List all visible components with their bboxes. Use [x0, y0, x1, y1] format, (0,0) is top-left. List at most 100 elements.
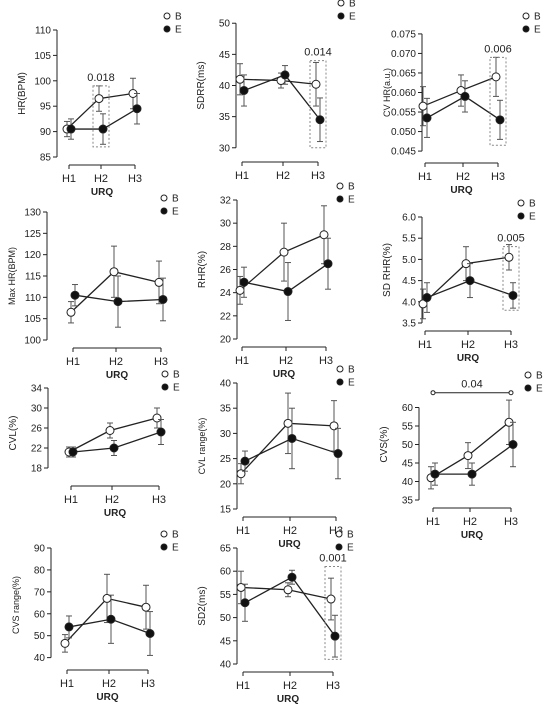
data-point-e: [315, 115, 325, 125]
y-tick-label: 130: [24, 208, 41, 219]
y-tick-label: 115: [25, 272, 41, 283]
y-tick-label: 0.050: [391, 127, 416, 138]
y-tick-label: 0.060: [391, 88, 416, 99]
y-tick-label: 26: [31, 424, 43, 435]
legend-label-b: B: [347, 530, 354, 541]
significance-box: [92, 85, 110, 148]
series-line-E: [243, 263, 329, 293]
legend-marker-filled: [160, 543, 168, 551]
chart-panel-10: 40 50 60 70 80 90 H1 H2 H3 URQ CVS range(%) BE: [11, 530, 179, 704]
legend-label-e: E: [347, 543, 354, 554]
y-tick-label: 50: [219, 19, 231, 30]
significance-box: [489, 56, 507, 146]
y-tick-label: 90: [40, 127, 52, 138]
x-tick-label: H3: [128, 173, 142, 185]
legend-label-e: E: [534, 25, 541, 36]
legend-marker-filled: [160, 207, 168, 215]
y-axis-title: SDRR(ms): [196, 61, 207, 109]
y-tick-label: 25: [220, 454, 232, 465]
y-tick-label: 105: [34, 51, 51, 62]
data-point-e: [68, 447, 78, 457]
y-tick-label: 0.070: [391, 49, 416, 60]
legend-marker-filled: [337, 12, 345, 20]
legend-label-e: E: [536, 384, 543, 395]
legend-marker-filled: [517, 212, 525, 220]
chart-panel-2: 30 35 40 45 50 H1 H2 H3 SDRR(ms) BE 0.014: [196, 0, 356, 182]
legend-marker-open: [522, 12, 530, 20]
x-tick-label: H2: [105, 494, 119, 506]
x-tick-label: H3: [504, 339, 518, 351]
y-axis-title: CVS(%): [379, 426, 390, 462]
y-tick-label: 120: [24, 250, 41, 261]
y-tick-label: 45: [402, 459, 414, 470]
legend-label-e: E: [349, 12, 356, 23]
x-tick-label: H1: [418, 171, 432, 183]
x-tick-label: H1: [418, 339, 432, 351]
legend-label-e: E: [173, 383, 180, 394]
x-tick-label: H2: [102, 678, 116, 690]
y-tick-label: 45: [220, 636, 232, 647]
x-axis-title: URQ: [461, 530, 483, 541]
y-tick-label: 35: [220, 404, 232, 415]
legend-label-b: B: [348, 182, 355, 193]
y-tick-label: 22: [31, 444, 43, 455]
y-axis-title: CVL(%): [8, 415, 19, 450]
y-tick-label: 24: [220, 288, 232, 299]
bracket-end: [508, 390, 514, 396]
y-tick-label: 100: [34, 76, 51, 87]
legend-marker-open: [524, 371, 532, 379]
data-point-b: [154, 277, 164, 287]
y-tick-label: 18: [31, 464, 43, 475]
data-point-e: [109, 443, 119, 453]
p-value-label: 0.018: [87, 72, 115, 84]
x-axis-title: URQ: [106, 370, 128, 381]
y-tick-label: 60: [34, 609, 46, 620]
legend-marker-open: [336, 365, 344, 373]
data-point-e: [280, 70, 290, 80]
data-point-b: [109, 267, 119, 277]
legend-label-b: B: [172, 530, 179, 541]
y-tick-label: 22: [220, 311, 232, 322]
x-tick-label: H2: [109, 356, 123, 368]
y-axis-title: CVL range(%): [197, 418, 207, 475]
y-tick-label: 30: [220, 429, 232, 440]
x-tick-label: H1: [235, 355, 249, 367]
x-tick-label: H3: [152, 494, 166, 506]
y-tick-label: 0.045: [391, 147, 416, 158]
data-point-e: [283, 287, 293, 297]
legend-label-b: B: [175, 12, 182, 23]
significance-box: [502, 246, 520, 311]
y-tick-label: 40: [220, 379, 232, 390]
x-axis-title: URQ: [457, 353, 479, 364]
data-point-e: [239, 277, 249, 287]
y-tick-label: 55: [220, 590, 232, 601]
data-point-e: [495, 115, 505, 125]
y-tick-label: 28: [220, 242, 232, 253]
legend-marker-open: [163, 12, 171, 20]
x-tick-label: H2: [463, 516, 477, 528]
legend-label-b: B: [529, 199, 536, 210]
p-value-label: 0.04: [461, 379, 482, 391]
y-axis-title: CVS range(%): [11, 576, 21, 634]
data-point-e: [508, 440, 518, 449]
p-value-label: 0.006: [484, 43, 512, 55]
data-point-b: [283, 418, 293, 428]
x-tick-label: H1: [66, 356, 80, 368]
data-point-b: [94, 94, 104, 104]
legend-label-b: B: [348, 365, 355, 376]
x-tick-label: H1: [62, 173, 76, 185]
x-tick-label: H2: [283, 680, 297, 692]
y-tick-label: 3.5: [402, 319, 416, 330]
y-tick-label: 70: [34, 587, 46, 598]
data-point-b: [326, 594, 336, 604]
x-tick-label: H2: [276, 170, 290, 182]
y-tick-label: 40: [219, 81, 231, 92]
chart-panel-3: 0.045 0.050 0.055 0.060 0.065 0.070 0.075 H1 H2 H…: [382, 12, 541, 197]
data-point-e: [66, 124, 76, 134]
chart-panel-7: 18 22 26 30 34 H1 H2 H3 URQ CVL(%) BE: [8, 370, 180, 520]
data-point-e: [113, 297, 123, 307]
y-axis-title: RHR(%): [197, 251, 208, 288]
x-tick-label: H1: [235, 170, 249, 182]
